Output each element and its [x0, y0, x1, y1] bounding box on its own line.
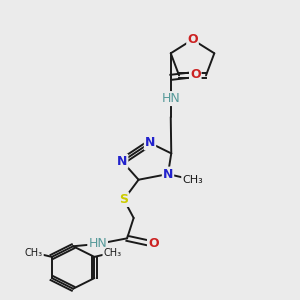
- Text: S: S: [119, 193, 128, 206]
- Text: HN: HN: [161, 92, 180, 105]
- Text: O: O: [190, 68, 201, 81]
- Text: O: O: [187, 33, 198, 46]
- Text: N: N: [163, 168, 173, 181]
- Text: CH₃: CH₃: [182, 175, 203, 185]
- Text: O: O: [148, 238, 159, 250]
- Text: N: N: [117, 155, 128, 168]
- Text: CH₃: CH₃: [25, 248, 43, 258]
- Text: CH₃: CH₃: [103, 248, 122, 258]
- Text: HN: HN: [88, 238, 107, 250]
- Text: N: N: [145, 136, 155, 149]
